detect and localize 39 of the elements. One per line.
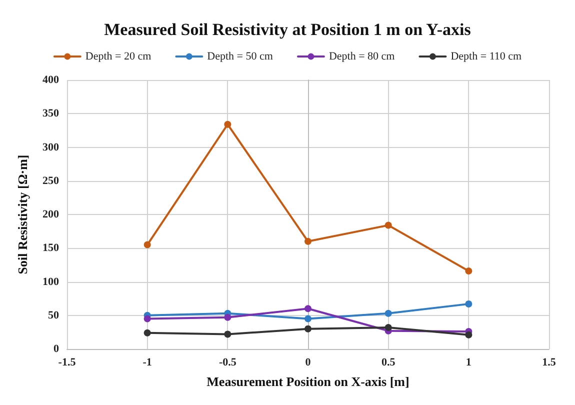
point	[224, 314, 232, 321]
point	[384, 324, 392, 331]
y-tick-label: 150	[42, 242, 60, 254]
x-tick-label: 0.5	[381, 356, 396, 368]
point	[465, 267, 472, 274]
point	[304, 305, 312, 312]
y-tick-label: 250	[42, 174, 60, 187]
point	[384, 310, 392, 317]
x-tick-label: -1.5	[58, 356, 76, 368]
y-tick-label: 200	[42, 208, 60, 220]
x-tick-label: 1.5	[542, 356, 556, 368]
legend-label: Depth = 50 cm	[207, 50, 274, 62]
x-tick-label: -0.5	[218, 356, 237, 368]
point	[144, 241, 151, 248]
x-tick-label: 0	[305, 356, 312, 368]
y-axis-title: Soil Resistivity [Ω·m]	[15, 154, 30, 274]
point	[144, 329, 151, 336]
point	[304, 325, 312, 332]
x-tick-label: -1	[142, 356, 152, 368]
x-tick-label: 1	[466, 356, 472, 368]
legend-label: Depth = 20 cm	[85, 50, 152, 62]
x-axis-title: Measurement Position on X-axis [m]	[206, 374, 410, 389]
chart-title: Measured Soil Resistivity at Position 1 m on Y-axis	[104, 20, 472, 39]
point	[224, 120, 232, 128]
y-tick-label: 350	[42, 108, 60, 120]
y-tick-label: 0	[54, 343, 60, 355]
point	[465, 331, 472, 338]
y-tick-label: 50	[48, 309, 60, 322]
y-tick-label: 400	[42, 74, 60, 86]
point	[465, 300, 472, 308]
y-tick-label: 100	[42, 276, 60, 288]
legend-label: Depth = 110 cm	[450, 50, 522, 62]
legend-label: Depth = 80 cm	[328, 50, 396, 62]
point	[224, 330, 232, 338]
y-tick-label: 300	[42, 141, 60, 154]
point	[304, 315, 312, 322]
point	[144, 315, 151, 322]
point	[384, 222, 392, 229]
point	[304, 238, 312, 245]
